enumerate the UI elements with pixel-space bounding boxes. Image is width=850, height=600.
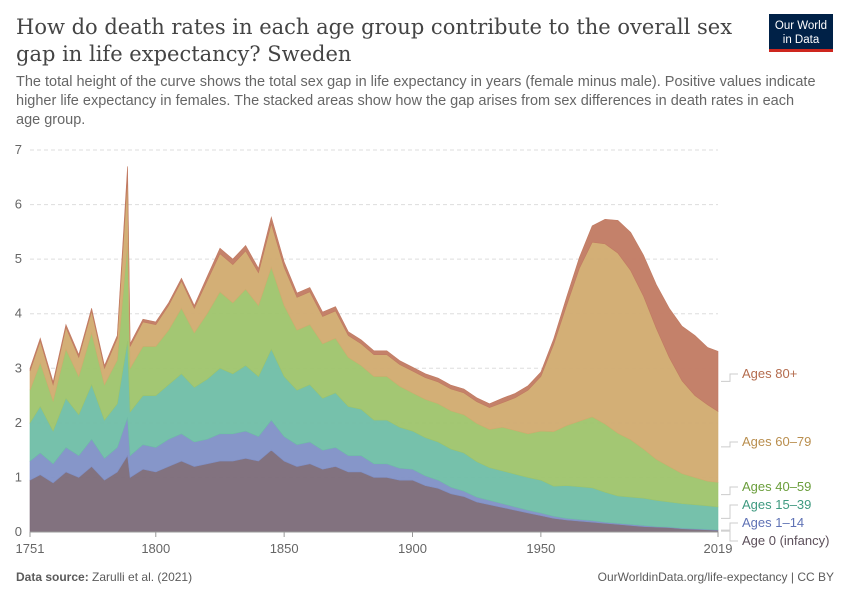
label-connector: [721, 441, 738, 448]
series-label: Ages 1–14: [742, 515, 804, 530]
y-tick-label: 5: [15, 251, 22, 266]
label-connector: [721, 522, 738, 531]
source-note: Data source: Zarulli et al. (2021): [16, 570, 192, 584]
series-label: Ages 15–39: [742, 497, 811, 512]
logo-line-2: in Data: [782, 34, 820, 46]
label-connector: [721, 504, 738, 519]
label-connector: [721, 486, 738, 496]
url-note[interactable]: OurWorldinData.org/life-expectancy | CC …: [597, 570, 834, 584]
series-labels: Ages 80+ Ages 60–79 Ages 40–59 Ages 15–39 Ag…: [721, 366, 829, 548]
x-tick-label: 1751: [16, 541, 45, 556]
x-tick-label: 1900: [398, 541, 427, 556]
series-label: Ages 80+: [742, 366, 797, 381]
x-tick-label: 2019: [704, 541, 733, 556]
label-connector: [721, 373, 738, 382]
y-tick-label: 0: [15, 524, 22, 539]
label-connector: [721, 530, 738, 542]
axes: 0 1 2 3 4 5 6 7 1751 1800 1850 1900 1950 2019: [15, 142, 733, 556]
chart-title: How do death rates in each age group con…: [16, 15, 733, 66]
series-label: Ages 60–79: [742, 434, 811, 449]
area-ages-80-: [29, 166, 719, 412]
area-series: [29, 166, 719, 533]
y-tick-label: 6: [15, 197, 22, 212]
y-tick-label: 4: [15, 306, 22, 321]
source-label: Data source:: [16, 570, 89, 584]
x-tick-label: 1800: [141, 541, 170, 556]
y-tick-label: 1: [15, 469, 22, 484]
chart-subtitle: The total height of the curve shows the …: [16, 74, 816, 128]
y-tick-label: 2: [15, 415, 22, 430]
x-tick-label: 1950: [526, 541, 555, 556]
owid-logo[interactable]: Our World in Data: [769, 14, 833, 52]
series-label: Ages 40–59: [742, 479, 811, 494]
series-label: Age 0 (infancy): [742, 533, 829, 548]
logo-line-1: Our World: [774, 20, 828, 32]
x-tick-label: 1850: [270, 541, 299, 556]
y-tick-label: 7: [15, 142, 22, 157]
source-text: Zarulli et al. (2021): [92, 570, 193, 584]
y-tick-label: 3: [15, 360, 22, 375]
